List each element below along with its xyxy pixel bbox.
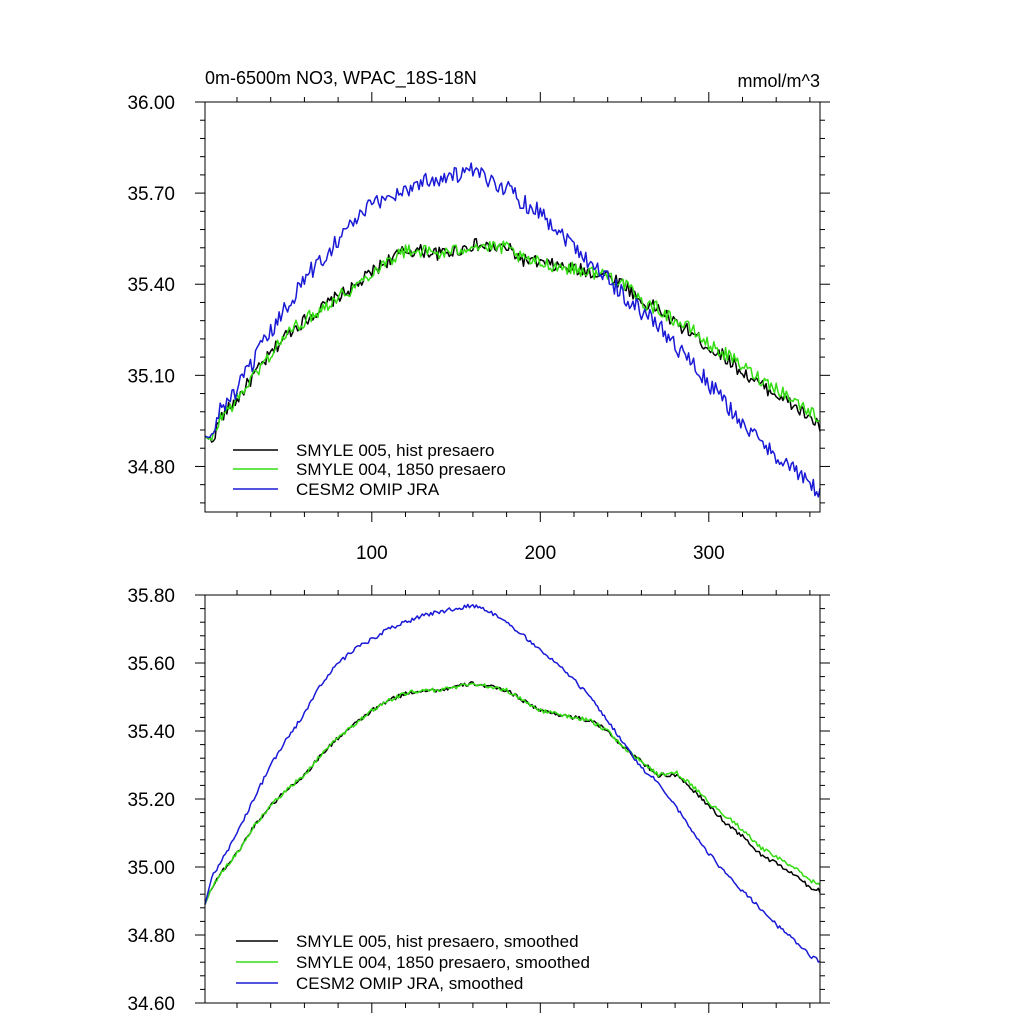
top-y-tick-labels: 34.80 35.10 35.40 35.70 36.00 xyxy=(127,93,175,478)
bottom-series-line-0 xyxy=(204,681,821,905)
bottom-legend-label-2: CESM2 OMIP JRA, smoothed xyxy=(296,974,523,993)
top-series-lines xyxy=(204,162,821,498)
top-series-line-1 xyxy=(204,240,821,441)
bottom-ytick-label-6: 35.80 xyxy=(127,586,175,607)
top-legend: SMYLE 005, hist presaero SMYLE 004, 1850… xyxy=(233,441,506,499)
top-chart-units: mmol/m^3 xyxy=(738,71,820,91)
bottom-y-tick-labels: 34.60 34.80 35.00 35.20 35.40 35.60 35.80 xyxy=(127,586,175,1015)
top-legend-label-0: SMYLE 005, hist presaero xyxy=(296,441,494,460)
bottom-series-line-1 xyxy=(204,682,821,905)
bottom-legend-label-1: SMYLE 004, 1850 presaero, smoothed xyxy=(296,953,590,972)
top-ytick-label-0: 34.80 xyxy=(127,457,175,478)
bottom-panel: 34.60 34.80 35.00 35.20 35.40 35.60 35.80 SMYL… xyxy=(127,585,830,1015)
top-legend-label-2: CESM2 OMIP JRA xyxy=(296,480,440,499)
top-legend-label-1: SMYLE 004, 1850 presaero xyxy=(296,460,506,479)
bottom-ytick-label-0: 34.60 xyxy=(127,994,175,1015)
bottom-ytick-label-2: 35.00 xyxy=(127,858,175,879)
top-panel: 0m-6500m NO3, WPAC_18S-18N mmol/m^3 34.8… xyxy=(127,68,830,564)
top-ytick-label-4: 36.00 xyxy=(127,93,175,114)
top-xtick-label-2: 300 xyxy=(693,543,725,564)
top-ytick-label-2: 35.40 xyxy=(127,275,175,296)
top-plot-frame xyxy=(204,101,821,513)
bottom-series-line-2 xyxy=(204,603,821,963)
top-ytick-label-3: 35.70 xyxy=(127,184,175,205)
bottom-ytick-label-4: 35.40 xyxy=(127,722,175,743)
top-axis-ticks xyxy=(195,92,830,522)
bottom-ytick-label-1: 34.80 xyxy=(127,926,175,947)
bottom-legend-label-0: SMYLE 005, hist presaero, smoothed xyxy=(296,932,579,951)
top-xtick-label-1: 200 xyxy=(524,543,556,564)
bottom-ytick-label-3: 35.20 xyxy=(127,790,175,811)
top-xtick-label-0: 100 xyxy=(356,543,388,564)
bottom-series-lines xyxy=(204,603,821,963)
bottom-plot-frame xyxy=(204,594,821,1004)
top-series-line-0 xyxy=(204,238,821,443)
top-ytick-label-1: 35.10 xyxy=(127,366,175,387)
bottom-axis-ticks xyxy=(195,585,830,1013)
bottom-ytick-label-5: 35.60 xyxy=(127,654,175,675)
top-chart-title: 0m-6500m NO3, WPAC_18S-18N xyxy=(205,68,477,89)
top-series-line-2 xyxy=(204,162,821,498)
bottom-legend: SMYLE 005, hist presaero, smoothed SMYLE… xyxy=(236,932,590,993)
top-x-tick-labels: 100 200 300 xyxy=(356,543,725,564)
